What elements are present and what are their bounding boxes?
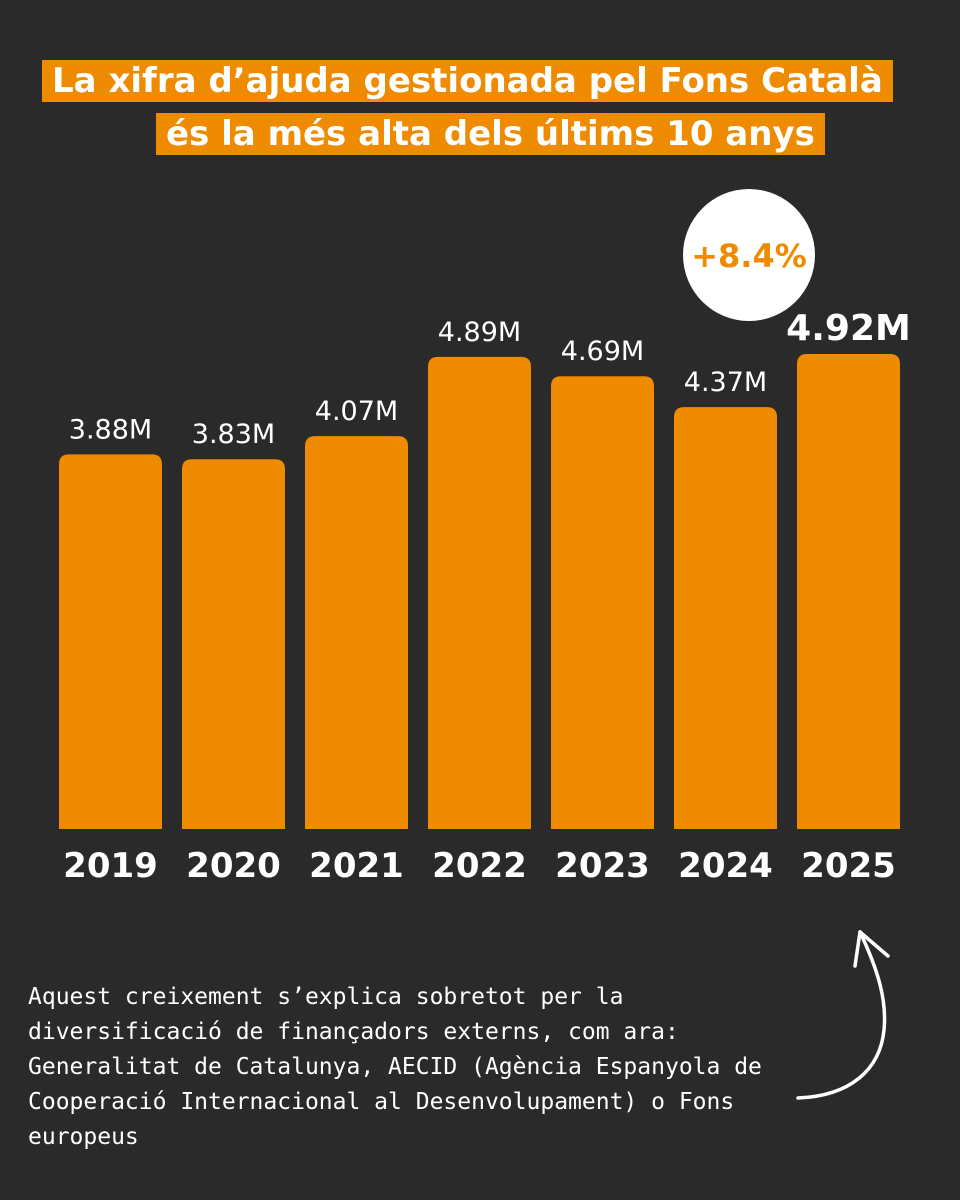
category-label-2022: 2022: [432, 846, 527, 886]
growth-badge-circle: [683, 189, 815, 321]
value-label-2023: 4.69M: [561, 336, 644, 367]
bar-2024: [674, 407, 777, 829]
bar-2019: [59, 454, 162, 829]
bar-2023: [551, 376, 654, 829]
bar-2025: [797, 354, 900, 829]
bar-2022: [428, 356, 531, 829]
category-label-2023: 2023: [555, 846, 650, 886]
bar-2020: [182, 459, 285, 829]
category-label-2024: 2024: [678, 846, 773, 886]
value-label-2021: 4.07M: [315, 396, 398, 427]
footnote-text: Aquest creixement s’explica sobretot per…: [28, 984, 762, 1150]
bar-2021: [305, 436, 408, 829]
value-label-2022: 4.89M: [438, 317, 521, 348]
value-label-2019: 3.88M: [69, 414, 152, 445]
curved-arrow-icon: [796, 930, 890, 1100]
category-label-2020: 2020: [186, 846, 281, 886]
value-label-2025: 4.92M: [786, 308, 911, 349]
title-line-2: és la més alta dels últims 10 anys: [156, 113, 825, 155]
value-label-2020: 3.83M: [192, 419, 275, 450]
growth-badge-text: +8.4%: [691, 237, 807, 275]
category-label-2019: 2019: [63, 846, 158, 886]
title-line-1: La xifra d’ajuda gestionada pel Fons Cat…: [42, 60, 893, 102]
bar-chart: +8.4% 3.88M 3.83M 4.07M 4.89M 4.69M 4.37M 4.92…: [59, 189, 911, 886]
growth-badge: +8.4%: [683, 189, 815, 321]
category-label-2021: 2021: [309, 846, 404, 886]
category-label-2025: 2025: [801, 846, 896, 886]
value-label-2024: 4.37M: [684, 367, 767, 398]
